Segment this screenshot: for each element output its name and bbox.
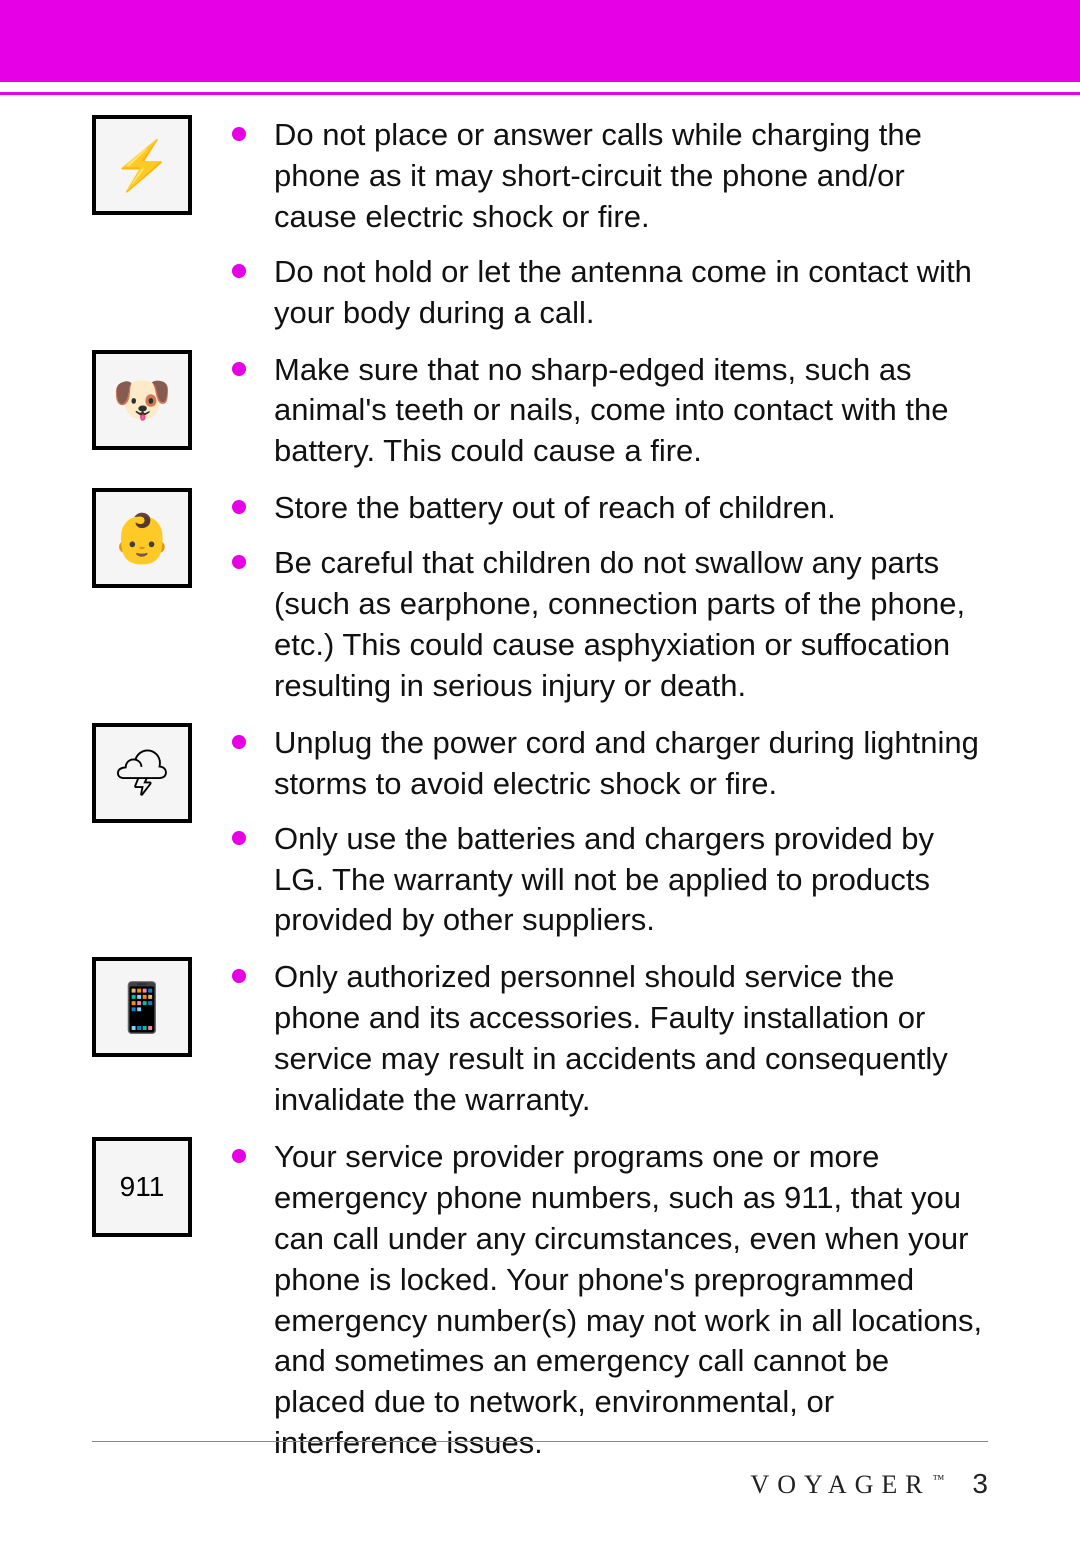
child-reach-icon: 👶 <box>92 488 192 588</box>
phone-charging-icon: ⚡ <box>92 115 192 215</box>
header-band <box>0 0 1080 82</box>
footer-rule <box>92 1441 988 1442</box>
bullet-list: Do not place or answer calls while charg… <box>226 115 988 334</box>
safety-section: 911 Your service provider programs one or… <box>92 1137 988 1478</box>
lightning-storm-icon: 🌩 <box>92 723 192 823</box>
bullet-list: Make sure that no sharp-edged items, suc… <box>226 350 988 473</box>
bullet-item: Only authorized personnel should service… <box>226 957 988 1121</box>
safety-section: 🌩 Unplug the power cord and charger durin… <box>92 723 988 956</box>
safety-section: 👶 Store the battery out of reach of child… <box>92 488 988 721</box>
header-thin-line <box>0 92 1080 95</box>
safety-section: 🐶 Make sure that no sharp-edged items, su… <box>92 350 988 487</box>
footer-brand: VOYAGER™ <box>750 1470 944 1500</box>
bullet-item: Your service provider programs one or mo… <box>226 1137 988 1464</box>
bullet-item: Make sure that no sharp-edged items, suc… <box>226 350 988 473</box>
bullet-list: Your service provider programs one or mo… <box>226 1137 988 1464</box>
bullet-item: Unplug the power cord and charger during… <box>226 723 988 805</box>
bullet-list: Unplug the power cord and charger during… <box>226 723 988 942</box>
safety-section: 📱 Only authorized personnel should servic… <box>92 957 988 1135</box>
bullet-list: Store the battery out of reach of childr… <box>226 488 988 707</box>
lg-service-icon: 📱 <box>92 957 192 1057</box>
bullet-item: Do not place or answer calls while charg… <box>226 115 988 238</box>
bullet-list: Only authorized personnel should service… <box>226 957 988 1121</box>
bullet-item: Only use the batteries and chargers prov… <box>226 819 988 942</box>
bullet-item: Do not hold or let the antenna come in c… <box>226 252 988 334</box>
emergency-call-icon: 911 <box>92 1137 192 1237</box>
footer: VOYAGER™ 3 <box>0 1468 1080 1500</box>
bullet-item: Store the battery out of reach of childr… <box>226 488 988 529</box>
pet-teeth-icon: 🐶 <box>92 350 192 450</box>
bullet-item: Be careful that children do not swallow … <box>226 543 988 707</box>
safety-section: ⚡ Do not place or answer calls while char… <box>92 115 988 348</box>
footer-page-number: 3 <box>972 1468 988 1500</box>
